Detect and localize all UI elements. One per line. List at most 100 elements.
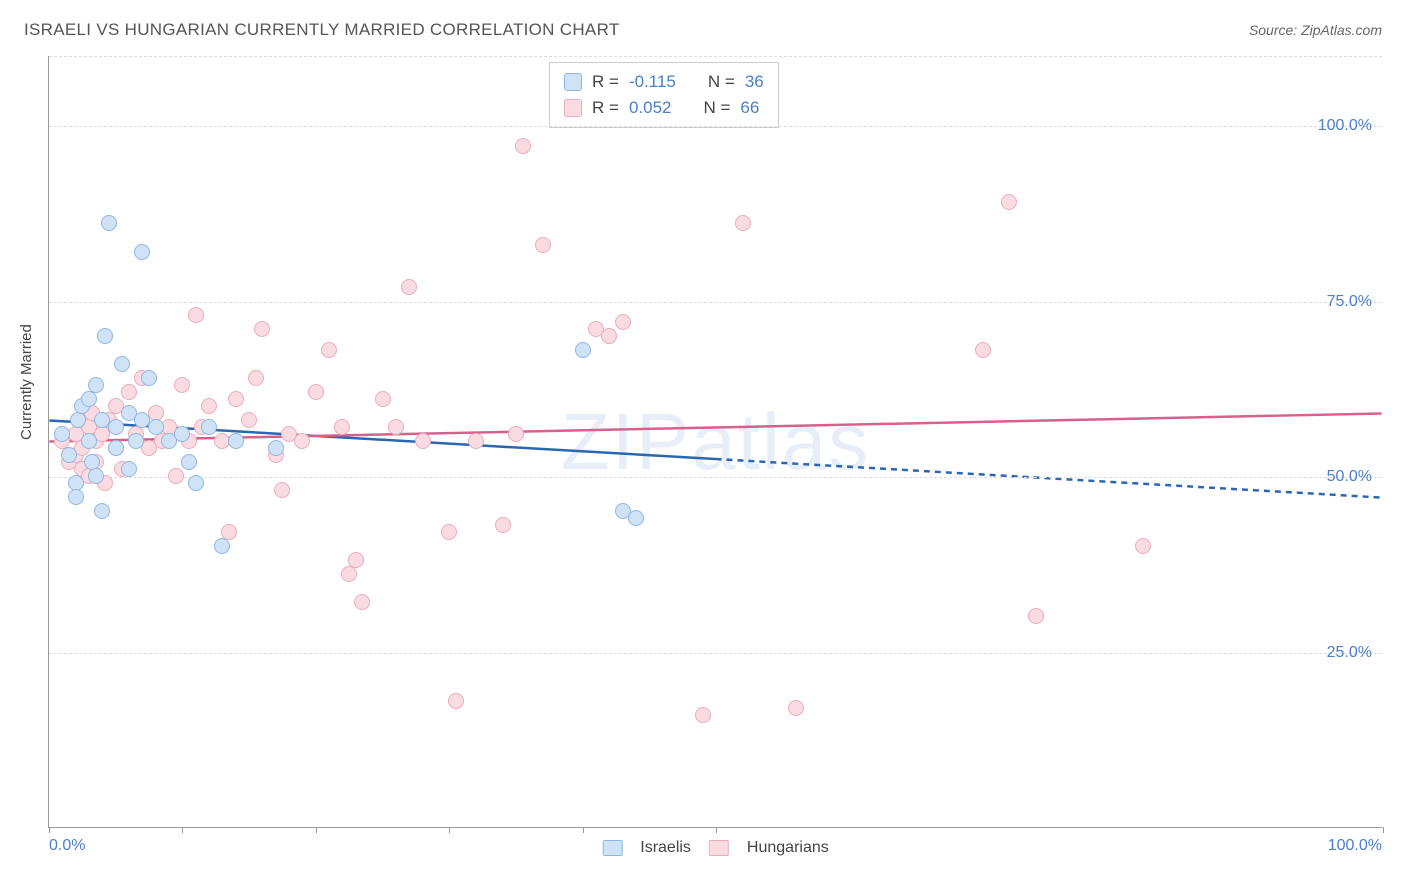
stats-row-israelis: R = -0.115 N = 36 bbox=[564, 69, 764, 95]
stats-row-hungarians: R = 0.052 N = 66 bbox=[564, 95, 764, 121]
x-tick bbox=[583, 827, 584, 833]
data-point bbox=[308, 384, 324, 400]
data-point bbox=[70, 412, 86, 428]
data-point bbox=[54, 426, 70, 442]
data-point bbox=[228, 433, 244, 449]
data-point bbox=[248, 370, 264, 386]
data-point bbox=[188, 307, 204, 323]
data-point bbox=[274, 482, 290, 498]
data-point bbox=[94, 503, 110, 519]
x-tick bbox=[716, 827, 717, 833]
chart-area: ZIPatlas R = -0.115 N = 36 R = 0.052 N =… bbox=[48, 56, 1382, 828]
data-point bbox=[601, 328, 617, 344]
data-point bbox=[575, 342, 591, 358]
data-point bbox=[975, 342, 991, 358]
data-point bbox=[348, 552, 364, 568]
data-point bbox=[228, 391, 244, 407]
n-value-hungarians: 66 bbox=[740, 95, 759, 121]
data-point bbox=[695, 707, 711, 723]
data-point bbox=[354, 594, 370, 610]
data-point bbox=[441, 524, 457, 540]
data-point bbox=[254, 321, 270, 337]
legend-swatch-israelis bbox=[602, 840, 622, 856]
data-point bbox=[495, 517, 511, 533]
gridline bbox=[49, 302, 1382, 303]
data-point bbox=[114, 356, 130, 372]
data-point bbox=[88, 468, 104, 484]
legend-label-israelis: Israelis bbox=[640, 839, 691, 857]
data-point bbox=[535, 237, 551, 253]
n-value-israelis: 36 bbox=[745, 69, 764, 95]
x-tick bbox=[182, 827, 183, 833]
data-point bbox=[101, 215, 117, 231]
data-point bbox=[334, 419, 350, 435]
r-label: R = bbox=[592, 69, 619, 95]
data-point bbox=[148, 419, 164, 435]
legend-swatch-hungarians bbox=[709, 840, 729, 856]
data-point bbox=[508, 426, 524, 442]
data-point bbox=[201, 419, 217, 435]
data-point bbox=[515, 138, 531, 154]
data-point bbox=[294, 433, 310, 449]
y-tick-label: 100.0% bbox=[1318, 117, 1372, 135]
r-value-israelis: -0.115 bbox=[629, 69, 676, 95]
data-point bbox=[388, 419, 404, 435]
data-point bbox=[268, 440, 284, 456]
y-tick-label: 25.0% bbox=[1327, 644, 1372, 662]
x-tick bbox=[316, 827, 317, 833]
data-point bbox=[134, 244, 150, 260]
data-point bbox=[121, 384, 137, 400]
data-point bbox=[128, 433, 144, 449]
data-point bbox=[1135, 538, 1151, 554]
data-point bbox=[415, 433, 431, 449]
data-point bbox=[174, 426, 190, 442]
chart-title: ISRAELI VS HUNGARIAN CURRENTLY MARRIED C… bbox=[24, 20, 620, 40]
x-tick bbox=[449, 827, 450, 833]
data-point bbox=[628, 510, 644, 526]
data-point bbox=[735, 215, 751, 231]
gridline bbox=[49, 477, 1382, 478]
watermark-text: ZIPatlas bbox=[561, 396, 870, 488]
data-point bbox=[68, 489, 84, 505]
x-tick-label: 0.0% bbox=[49, 837, 85, 855]
data-point bbox=[375, 391, 391, 407]
data-point bbox=[97, 328, 113, 344]
data-point bbox=[108, 440, 124, 456]
data-point bbox=[788, 700, 804, 716]
data-point bbox=[401, 279, 417, 295]
x-tick-label: 100.0% bbox=[1328, 837, 1382, 855]
data-point bbox=[81, 433, 97, 449]
data-point bbox=[214, 538, 230, 554]
r-label: R = bbox=[592, 95, 619, 121]
stats-swatch-israelis bbox=[564, 73, 582, 91]
source-label: Source: ZipAtlas.com bbox=[1249, 22, 1382, 38]
data-point bbox=[108, 419, 124, 435]
data-point bbox=[174, 377, 190, 393]
r-value-hungarians: 0.052 bbox=[629, 95, 672, 121]
data-point bbox=[615, 314, 631, 330]
data-point bbox=[1001, 194, 1017, 210]
data-point bbox=[201, 398, 217, 414]
data-point bbox=[341, 566, 357, 582]
x-tick bbox=[49, 827, 50, 833]
legend-label-hungarians: Hungarians bbox=[747, 839, 829, 857]
stats-legend: R = -0.115 N = 36 R = 0.052 N = 66 bbox=[549, 62, 779, 128]
data-point bbox=[468, 433, 484, 449]
data-point bbox=[188, 475, 204, 491]
data-point bbox=[1028, 608, 1044, 624]
data-point bbox=[61, 447, 77, 463]
n-label: N = bbox=[703, 95, 730, 121]
y-axis-label: Currently Married bbox=[18, 324, 35, 440]
data-point bbox=[168, 468, 184, 484]
data-point bbox=[121, 461, 137, 477]
data-point bbox=[141, 370, 157, 386]
y-tick-label: 75.0% bbox=[1327, 293, 1372, 311]
data-point bbox=[181, 454, 197, 470]
gridline bbox=[49, 126, 1382, 127]
trend-lines-layer bbox=[49, 56, 1382, 827]
series-legend: Israelis Hungarians bbox=[602, 839, 829, 857]
data-point bbox=[241, 412, 257, 428]
n-label: N = bbox=[708, 69, 735, 95]
stats-swatch-hungarians bbox=[564, 99, 582, 117]
data-point bbox=[88, 377, 104, 393]
